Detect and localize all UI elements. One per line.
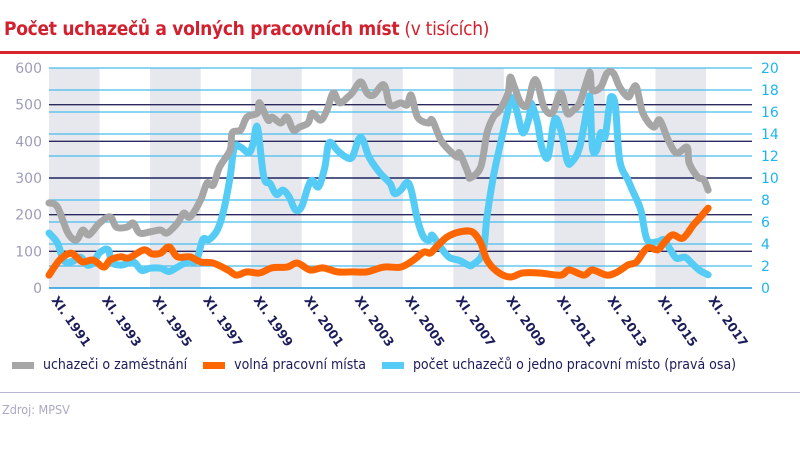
legend-label: uchazeči o zaměstnání <box>43 357 188 373</box>
chart-title: Počet uchazečů a volných pracovních míst… <box>4 18 489 40</box>
legend-item-ratio: počet uchazečů o jedno pracovní místo (p… <box>381 357 737 373</box>
right-axis-tick-label: 10 <box>761 171 779 187</box>
legend-swatch-orange <box>203 361 226 369</box>
left-axis-tick-label: 300 <box>15 171 42 187</box>
x-axis-tick-label: XI. 2011 <box>554 293 600 349</box>
series-line-ratio <box>45 92 712 279</box>
title-divider <box>0 51 800 54</box>
right-axis-tick-label: 14 <box>761 127 779 143</box>
left-axis-tick-label: 0 <box>33 281 42 297</box>
left-axis-labels: 0 100 200 300 400 500 600 <box>15 61 42 297</box>
left-axis-tick-label: 100 <box>15 244 42 260</box>
legend-item-vacancies: volná pracovní místa <box>203 357 366 373</box>
x-axis-tick-label: XI. 2001 <box>301 293 347 349</box>
chart-title-main: Počet uchazečů a volných pracovních míst <box>4 18 400 40</box>
footer-divider <box>0 392 800 393</box>
series-line-vacancies <box>45 204 712 281</box>
right-axis-tick-label: 6 <box>761 215 770 231</box>
legend-label: volná pracovní místa <box>234 357 366 373</box>
right-axis-tick-label: 18 <box>761 83 779 99</box>
x-axis-tick-label: XI. 2015 <box>655 293 701 349</box>
x-axis-tick-label: XI. 1991 <box>49 293 95 349</box>
legend-swatch-blue <box>381 361 404 369</box>
legend: uchazeči o zaměstnání volná pracovní mís… <box>12 357 752 373</box>
right-axis-labels: 0 2 4 6 8 10 12 14 16 18 20 <box>761 61 779 297</box>
x-axis-tick-label: XI. 2007 <box>453 293 499 349</box>
x-axis-tick-label: XI. 2003 <box>352 293 398 349</box>
chart-title-sub: (v tisících) <box>404 18 490 40</box>
series-lines <box>45 67 712 281</box>
right-axis-tick-label: 4 <box>761 237 770 253</box>
right-axis-tick-label: 0 <box>761 281 770 297</box>
x-axis-labels: XI. 1991 XI. 1993 XI. 1995 XI. 1997 XI. 1999… <box>49 293 752 349</box>
legend-swatch-gray <box>12 361 34 369</box>
right-axis-tick-label: 2 <box>761 259 770 275</box>
x-axis-tick-label: XI. 2005 <box>402 293 448 349</box>
x-axis-tick-label: XI. 1993 <box>99 293 145 349</box>
x-axis-tick-label: XI. 1995 <box>150 293 196 349</box>
legend-item-unemployed: uchazeči o zaměstnání <box>12 357 187 373</box>
left-axis-tick-label: 200 <box>15 208 42 224</box>
right-axis-tick-label: 16 <box>761 105 779 121</box>
x-axis-tick-label: XI. 2009 <box>503 293 549 349</box>
right-axis-tick-label: 12 <box>761 149 779 165</box>
left-axis-tick-label: 400 <box>15 134 42 150</box>
left-axis-tick-label: 500 <box>15 98 42 114</box>
legend-label: počet uchazečů o jedno pracovní místo (p… <box>412 357 737 373</box>
right-axis-tick-label: 20 <box>761 61 779 77</box>
x-axis-tick-label: XI. 2013 <box>604 293 650 349</box>
x-axis-tick-label: XI. 2017 <box>706 293 752 349</box>
x-axis-tick-label: XI. 1999 <box>251 293 297 349</box>
x-axis-tick-label: XI. 1997 <box>200 293 246 349</box>
left-axis-tick-label: 600 <box>15 61 42 77</box>
source-note: Zdroj: MPSV <box>2 402 70 417</box>
series-line-unemployed <box>45 67 712 244</box>
right-axis-tick-label: 8 <box>761 193 770 209</box>
line-chart: 0 100 200 300 400 500 600 0 2 4 6 8 10 12 14 16 18 20 XI… <box>15 61 779 349</box>
